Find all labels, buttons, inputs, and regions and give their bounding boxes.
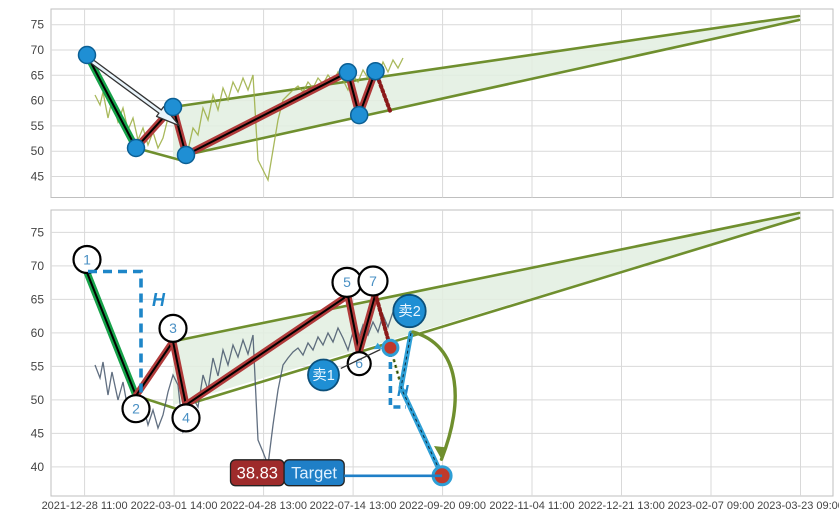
svg-text:卖2: 卖2 — [398, 303, 421, 320]
svg-text:2021-12-28 11:00: 2021-12-28 11:00 — [42, 500, 128, 512]
svg-text:55: 55 — [31, 359, 45, 373]
svg-text:2022-07-14 13:00: 2022-07-14 13:00 — [310, 500, 397, 512]
svg-text:40: 40 — [31, 460, 45, 474]
svg-text:65: 65 — [31, 292, 45, 306]
svg-text:60: 60 — [31, 94, 45, 108]
svg-text:38.83: 38.83 — [237, 464, 278, 482]
svg-text:Target: Target — [291, 464, 337, 482]
svg-text:1: 1 — [83, 251, 91, 267]
svg-text:3: 3 — [169, 320, 177, 336]
svg-text:2022-03-01 14:00: 2022-03-01 14:00 — [131, 500, 218, 512]
svg-text:50: 50 — [31, 393, 45, 407]
svg-text:5: 5 — [343, 274, 351, 290]
svg-text:70: 70 — [31, 43, 45, 57]
svg-text:2023-03-23 09:00: 2023-03-23 09:00 — [757, 500, 839, 512]
svg-text:2022-12-21 13:00: 2022-12-21 13:00 — [578, 500, 665, 512]
svg-text:45: 45 — [31, 426, 45, 440]
svg-text:卖1: 卖1 — [312, 367, 335, 384]
svg-text:2022-11-04 11:00: 2022-11-04 11:00 — [489, 500, 574, 512]
svg-text:4: 4 — [182, 410, 190, 426]
svg-text:75: 75 — [31, 225, 45, 239]
svg-text:2: 2 — [132, 401, 140, 417]
svg-text:60: 60 — [31, 326, 45, 340]
svg-text:2022-04-28 13:00: 2022-04-28 13:00 — [220, 500, 307, 512]
svg-text:6: 6 — [355, 355, 363, 371]
svg-text:75: 75 — [31, 18, 45, 32]
svg-text:H: H — [152, 290, 166, 310]
svg-text:65: 65 — [31, 68, 45, 82]
svg-text:45: 45 — [31, 170, 45, 184]
svg-text:55: 55 — [31, 119, 45, 133]
svg-text:7: 7 — [369, 273, 377, 289]
svg-text:70: 70 — [31, 259, 45, 273]
svg-text:2022-09-20 09:00: 2022-09-20 09:00 — [399, 500, 486, 512]
svg-text:50: 50 — [31, 144, 45, 158]
svg-text:2023-02-07 09:00: 2023-02-07 09:00 — [668, 500, 755, 512]
